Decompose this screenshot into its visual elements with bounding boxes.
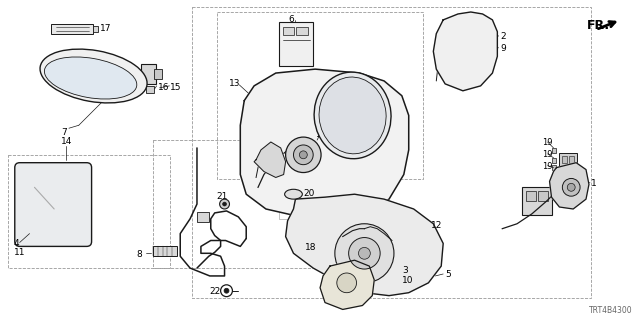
Text: 19: 19 <box>541 150 552 159</box>
Circle shape <box>358 247 371 259</box>
Text: 18: 18 <box>305 244 317 252</box>
Text: 20: 20 <box>303 189 315 198</box>
Bar <box>552 148 556 153</box>
Polygon shape <box>550 163 589 209</box>
Text: 9: 9 <box>500 44 506 52</box>
Bar <box>526 191 536 201</box>
Polygon shape <box>285 194 443 296</box>
Circle shape <box>563 179 580 196</box>
Bar <box>154 69 161 79</box>
Circle shape <box>300 151 307 159</box>
Bar <box>192 7 591 298</box>
Ellipse shape <box>40 49 147 103</box>
Text: FR.: FR. <box>587 19 610 32</box>
Bar <box>197 212 209 222</box>
Circle shape <box>223 202 227 206</box>
Bar <box>309 132 315 137</box>
Circle shape <box>285 137 321 172</box>
Circle shape <box>294 145 313 165</box>
Bar <box>538 191 548 201</box>
Polygon shape <box>254 142 285 178</box>
Bar <box>278 22 313 66</box>
Text: 13: 13 <box>228 79 240 88</box>
Bar <box>552 158 556 163</box>
Text: 21: 21 <box>217 192 228 201</box>
Text: 10: 10 <box>402 276 413 285</box>
Ellipse shape <box>314 72 391 159</box>
Text: 19: 19 <box>541 162 552 171</box>
Text: 4: 4 <box>14 238 19 248</box>
Ellipse shape <box>44 57 137 99</box>
Text: 3: 3 <box>402 266 408 275</box>
Text: 16: 16 <box>157 83 169 92</box>
Ellipse shape <box>285 189 302 199</box>
Bar <box>153 140 340 268</box>
Bar <box>308 251 313 259</box>
Polygon shape <box>320 260 374 309</box>
Polygon shape <box>240 69 409 219</box>
Text: 2: 2 <box>500 32 506 41</box>
Bar <box>552 165 556 170</box>
Text: 6: 6 <box>289 15 294 24</box>
Circle shape <box>220 199 230 209</box>
Bar <box>291 130 310 145</box>
Text: 7: 7 <box>61 128 67 137</box>
Circle shape <box>224 288 229 293</box>
Text: 22: 22 <box>210 287 221 296</box>
Text: 12: 12 <box>431 221 443 230</box>
Bar <box>522 187 552 215</box>
Polygon shape <box>433 12 497 91</box>
Circle shape <box>337 273 356 293</box>
Bar <box>309 142 315 147</box>
FancyBboxPatch shape <box>15 163 92 246</box>
Bar <box>563 156 567 163</box>
Bar <box>294 133 300 142</box>
Text: 17: 17 <box>99 24 111 33</box>
Bar <box>8 155 170 268</box>
Bar <box>153 246 177 256</box>
Bar <box>141 64 156 84</box>
Text: 1: 1 <box>591 180 596 188</box>
Text: 8: 8 <box>136 250 141 259</box>
Bar <box>559 153 577 166</box>
Text: 19: 19 <box>315 130 326 139</box>
Text: 14: 14 <box>61 137 72 146</box>
Text: 19: 19 <box>541 138 552 147</box>
Text: 19: 19 <box>315 118 326 127</box>
Ellipse shape <box>319 77 386 154</box>
Bar <box>569 156 574 163</box>
Circle shape <box>349 237 380 269</box>
Bar <box>283 27 294 35</box>
Bar <box>217 12 424 180</box>
Bar <box>51 24 93 34</box>
Bar <box>146 86 154 93</box>
Text: TRT4B4300: TRT4B4300 <box>589 307 632 316</box>
Bar <box>93 26 97 32</box>
Text: 11: 11 <box>14 248 26 257</box>
Bar <box>303 133 309 142</box>
Circle shape <box>567 183 575 191</box>
Text: 5: 5 <box>445 270 451 279</box>
Bar <box>278 180 338 219</box>
Text: 15: 15 <box>170 83 182 92</box>
Bar <box>296 27 308 35</box>
Circle shape <box>335 224 394 283</box>
